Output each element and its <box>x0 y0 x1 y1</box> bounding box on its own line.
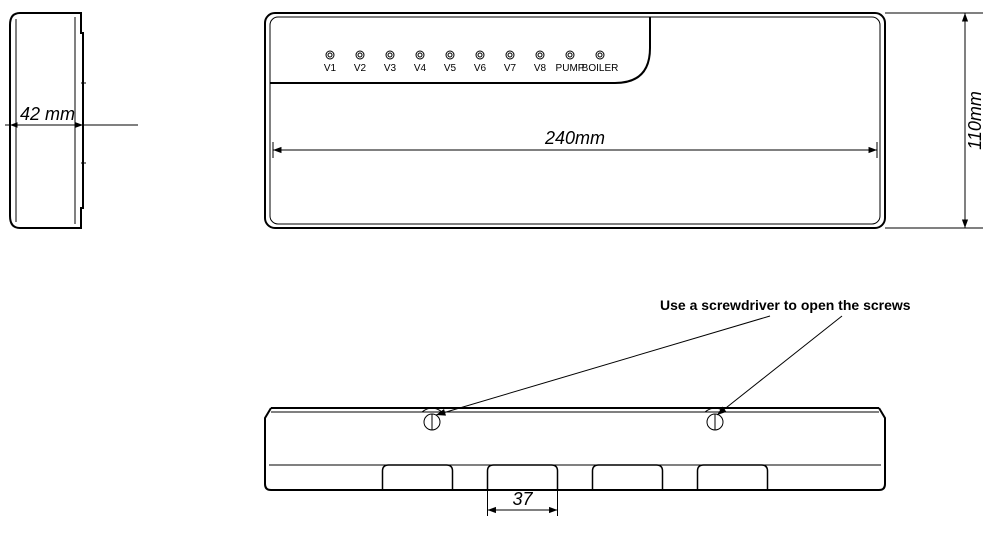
led-label-v5: V5 <box>444 63 457 74</box>
led-boiler <box>596 51 604 59</box>
instruction-label: Use a screwdriver to open the screws <box>660 297 911 313</box>
led-label-v2: V2 <box>354 63 367 74</box>
led-v3 <box>386 51 394 59</box>
dim-110-label: 110mm <box>965 91 985 150</box>
led-label-v8: V8 <box>534 63 547 74</box>
dim-42-label: 42 mm <box>20 104 75 124</box>
led-v5 <box>446 51 454 59</box>
dim-240-label: 240mm <box>544 128 605 148</box>
led-label-v4: V4 <box>414 63 427 74</box>
led-pump <box>566 51 574 59</box>
led-v1 <box>326 51 334 59</box>
led-v7 <box>506 51 514 59</box>
led-label-pump: PUMP <box>556 63 585 74</box>
front-view <box>265 316 885 516</box>
led-v6 <box>476 51 484 59</box>
dim-37-label: 37 <box>512 489 533 509</box>
led-v8 <box>536 51 544 59</box>
led-label-v7: V7 <box>504 63 517 74</box>
led-v2 <box>356 51 364 59</box>
top-view <box>265 13 983 228</box>
led-label-v1: V1 <box>324 63 337 74</box>
screw-1 <box>422 408 442 430</box>
led-label-boiler: BOILER <box>582 63 619 74</box>
led-label-v3: V3 <box>384 63 397 74</box>
led-v4 <box>416 51 424 59</box>
led-label-v6: V6 <box>474 63 487 74</box>
